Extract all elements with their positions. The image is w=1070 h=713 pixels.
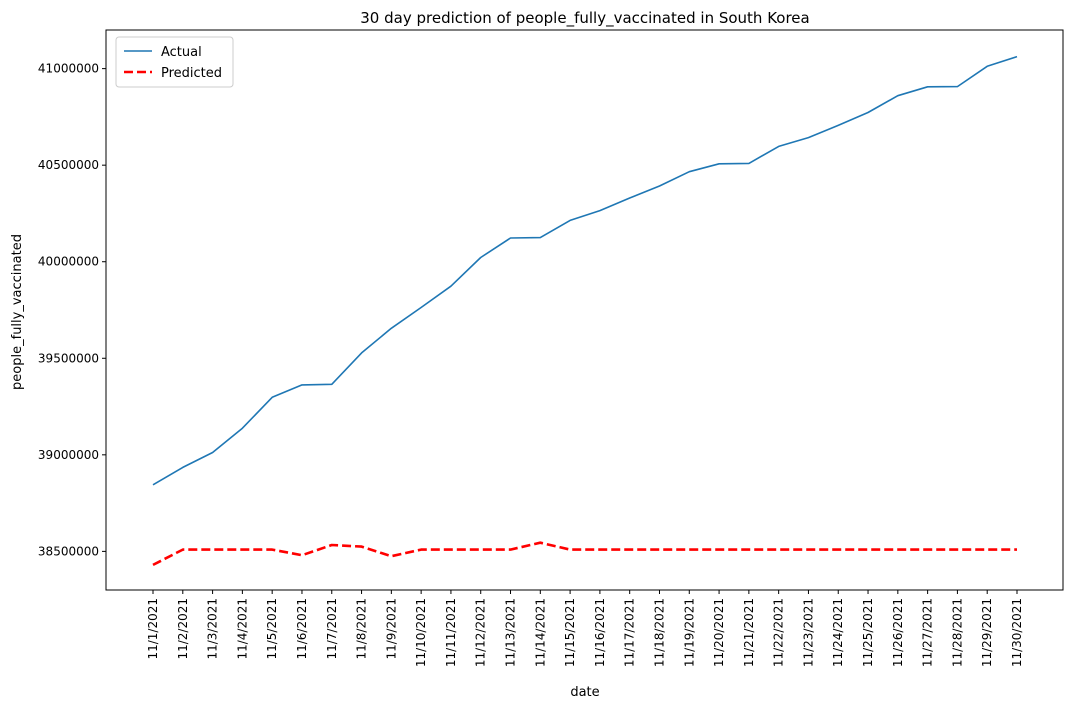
y-tick-label: 40000000 <box>38 255 99 269</box>
x-tick-label: 11/18/2021 <box>652 598 666 667</box>
x-tick-label: 11/24/2021 <box>831 598 845 667</box>
y-tick-label: 41000000 <box>38 62 99 76</box>
x-tick-label: 11/4/2021 <box>235 598 249 660</box>
x-tick-label: 11/22/2021 <box>772 598 786 667</box>
y-tick-label: 39500000 <box>38 351 99 365</box>
x-tick-label: 11/15/2021 <box>563 598 577 667</box>
x-tick-label: 11/3/2021 <box>206 598 220 660</box>
x-tick-label: 11/1/2021 <box>146 598 160 660</box>
x-tick-label: 11/11/2021 <box>444 598 458 667</box>
plot-area <box>105 29 1064 591</box>
x-tick-label: 11/7/2021 <box>325 598 339 660</box>
x-tick-label: 11/23/2021 <box>801 598 815 667</box>
x-axis-label: date <box>570 685 599 700</box>
x-tick-label: 11/8/2021 <box>355 598 369 660</box>
x-tick-label: 11/9/2021 <box>384 598 398 660</box>
x-tick-label: 11/16/2021 <box>593 598 607 667</box>
x-tick-label: 11/27/2021 <box>921 598 935 667</box>
x-tick-label: 11/20/2021 <box>712 598 726 667</box>
x-tick-label: 11/2/2021 <box>176 598 190 660</box>
y-axis-ticks: 38500000 39000000 39500000 40000000 40500000… <box>38 62 106 558</box>
series-line-predicted <box>152 541 1017 567</box>
x-tick-label: 11/6/2021 <box>295 598 309 660</box>
y-tick-label: 38500000 <box>38 544 99 558</box>
y-tick-label: 39000000 <box>38 448 99 462</box>
x-tick-label: 11/28/2021 <box>950 598 964 667</box>
y-tick-label: 40500000 <box>38 158 99 172</box>
x-tick-label: 11/30/2021 <box>1010 598 1024 667</box>
legend-label-actual: Actual <box>161 45 202 60</box>
x-tick-label: 11/26/2021 <box>891 598 905 667</box>
legend: Actual Predicted <box>115 36 234 88</box>
series-line-actual <box>152 55 1018 486</box>
x-axis-ticks: 11/1/2021 11/2/2021 11/3/2021 11/4/2021 11/5… <box>146 590 1024 667</box>
x-tick-label: 11/25/2021 <box>861 598 875 667</box>
series-lines <box>152 55 1018 567</box>
x-tick-label: 11/14/2021 <box>533 598 547 667</box>
x-tick-label: 11/12/2021 <box>474 598 488 667</box>
plot-frame <box>105 29 1064 591</box>
legend-box <box>115 36 234 88</box>
chart-title: 30 day prediction of people_fully_vaccin… <box>360 9 809 28</box>
x-tick-label: 11/13/2021 <box>504 598 518 667</box>
y-axis-label: people_fully_vaccinated <box>10 234 25 390</box>
x-tick-label: 11/21/2021 <box>742 598 756 667</box>
x-tick-label: 11/10/2021 <box>414 598 428 667</box>
x-tick-label: 11/5/2021 <box>265 598 279 660</box>
x-tick-label: 11/19/2021 <box>682 598 696 667</box>
x-tick-label: 11/29/2021 <box>980 598 994 667</box>
x-tick-label: 11/17/2021 <box>623 598 637 667</box>
legend-label-predicted: Predicted <box>161 66 222 81</box>
